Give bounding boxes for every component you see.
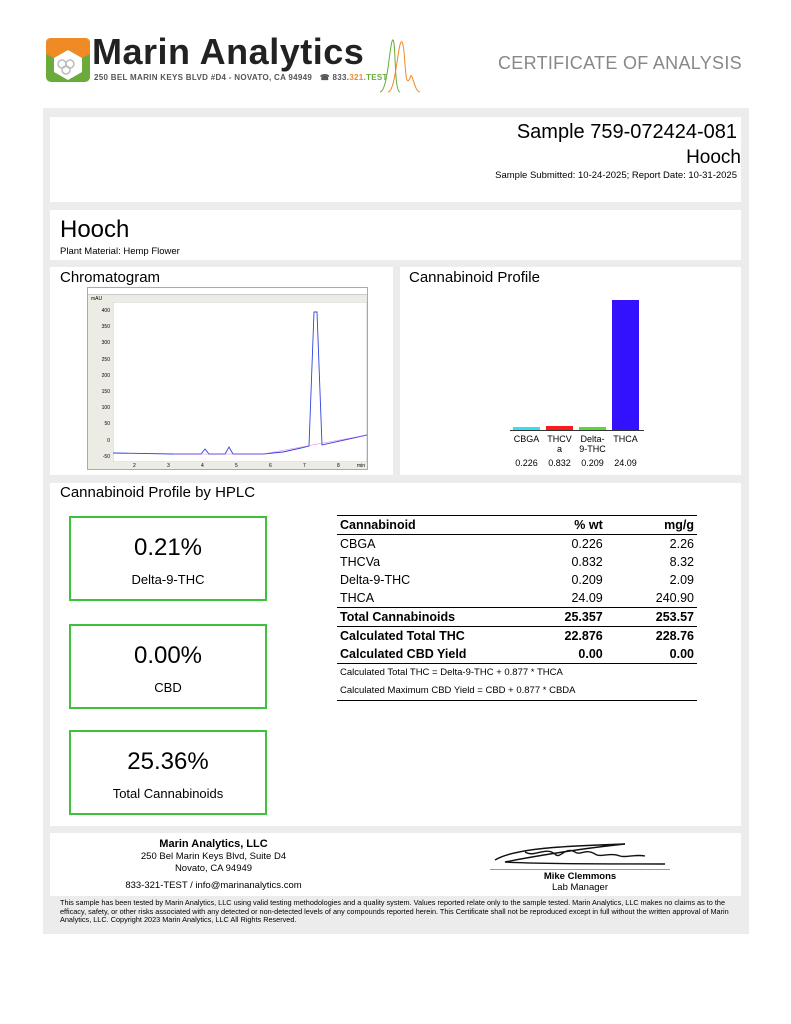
summary-value: 0.21% bbox=[133, 534, 203, 561]
signer-title: Lab Manager bbox=[552, 882, 608, 893]
bar-delta-9-thc bbox=[579, 427, 606, 430]
product-panel: Hooch Plant Material: Hemp Flower bbox=[50, 210, 741, 260]
table-row: CBGA 0.226 2.26 bbox=[340, 537, 694, 551]
document-title: CERTIFICATE OF ANALYSIS bbox=[498, 53, 742, 73]
x-axis bbox=[510, 430, 644, 431]
summary-label: Total Cannabinoids bbox=[112, 786, 224, 801]
summary-value: 0.00% bbox=[133, 642, 203, 669]
category-label: CBGA bbox=[513, 434, 540, 444]
formula-note: Calculated Total THC = Delta-9-THC + 0.8… bbox=[337, 663, 697, 683]
summary-box-total: 25.36% Total Cannabinoids bbox=[69, 730, 267, 815]
value-label: 0.226 bbox=[515, 458, 538, 468]
sample-id: Sample 759-072424-081 bbox=[516, 121, 737, 143]
y-tick-label: 400 bbox=[101, 308, 110, 314]
brand-address: 250 BEL MARIN KEYS BLVD #D4 - NOVATO, CA… bbox=[94, 73, 388, 82]
table-row: THCA 24.09 240.90 bbox=[340, 591, 694, 605]
brand-name: Marin Analytics bbox=[92, 31, 365, 72]
phone-icon: ☎ bbox=[319, 73, 330, 82]
formula-note: Calculated Maximum CBD Yield = CBD + 0.8… bbox=[337, 682, 697, 701]
table-header: Cannabinoid% wt mg/g bbox=[337, 515, 697, 535]
value-label: 24.09 bbox=[614, 458, 637, 468]
hplc-panel: Cannabinoid Profile by HPLC bbox=[50, 483, 741, 826]
address-line: Novato, CA 94949 bbox=[174, 863, 253, 874]
summary-box-cbd: 0.00% CBD bbox=[69, 624, 267, 709]
x-tick-label: 2 bbox=[133, 463, 136, 469]
bar-cbga bbox=[513, 427, 540, 430]
sample-name: Hooch bbox=[686, 147, 741, 168]
chromatogram-image: mAU min 400 350 300 250 200 150 100 50 0 -50 2 3 4 5… bbox=[87, 287, 368, 470]
value-label: 0.209 bbox=[581, 458, 604, 468]
table-row: Delta-9-THC 0.209 2.09 bbox=[340, 573, 694, 587]
x-tick-label: 3 bbox=[167, 463, 170, 469]
signer-name: Mike Clemmons bbox=[543, 871, 617, 882]
y-tick-label: 100 bbox=[101, 405, 110, 412]
y-tick-label: -50 bbox=[102, 453, 110, 460]
x-tick-label: 7 bbox=[303, 463, 306, 469]
category-label: THCA bbox=[613, 434, 638, 444]
bar-thca bbox=[612, 300, 639, 430]
x-unit: min bbox=[356, 463, 365, 469]
signature-line bbox=[490, 869, 670, 870]
chromatogram-panel: Chromatogram mAU min 400 350 300 250 200 150 1… bbox=[50, 267, 393, 475]
disclaimer: This sample has been tested by Marin Ana… bbox=[60, 898, 729, 924]
table-row: THCVa 0.832 8.32 bbox=[340, 555, 694, 569]
product-name: Hooch bbox=[60, 216, 130, 243]
address-line: 250 Bel Marin Keys Blvd, Suite D4 bbox=[140, 851, 287, 862]
x-tick-label: 8 bbox=[337, 463, 340, 469]
y-tick-label: 150 bbox=[101, 389, 110, 395]
total-row: Total Cannabinoids 25.357 253.57 bbox=[337, 607, 697, 627]
sample-panel: Sample 759-072424-081 Hooch Sample Submi… bbox=[50, 117, 741, 202]
signature-image bbox=[494, 843, 666, 865]
calc-row: Calculated CBD Yield 0.00 0.00 bbox=[340, 647, 694, 661]
y-tick-label: 50 bbox=[104, 421, 110, 428]
results-table: Cannabinoid% wt mg/g CBGA 0.226 2.26 THCVa 0… bbox=[337, 515, 697, 701]
chromatogram-title: Chromatogram bbox=[60, 269, 161, 286]
x-tick-label: 4 bbox=[201, 463, 204, 469]
y-tick-label: 0 bbox=[107, 437, 110, 444]
signer: Mike Clemmons Lab Manager bbox=[490, 871, 670, 893]
category-label: Delta- 9-THC bbox=[579, 434, 606, 454]
y-tick-label: 250 bbox=[101, 356, 110, 363]
profile-bar-chart: CBGA 0.226 THCV a 0.832 Delta- 9-THC 0.209 THC… bbox=[400, 267, 741, 475]
logo-peaks-graphic bbox=[380, 39, 420, 93]
lab-contact: Marin Analytics, LLC 250 Bel Marin Keys … bbox=[86, 838, 341, 892]
logo-icon bbox=[46, 38, 90, 82]
x-tick-label: 6 bbox=[269, 463, 272, 469]
calc-row: Calculated Total THC 22.876 228.76 bbox=[340, 629, 694, 643]
plant-material: Plant Material: Hemp Flower bbox=[60, 246, 180, 257]
hplc-title: Cannabinoid Profile by HPLC bbox=[60, 484, 256, 501]
y-tick-label: 300 bbox=[101, 340, 110, 347]
profile-chart-panel: Cannabinoid Profile CBGA 0.226 THCV a 0.832… bbox=[400, 267, 741, 475]
category-label: THCV a bbox=[547, 434, 572, 454]
summary-value: 25.36% bbox=[127, 748, 209, 775]
summary-label: Delta-9-THC bbox=[131, 572, 205, 587]
y-tick-label: 200 bbox=[101, 372, 110, 379]
chromatogram-trace bbox=[113, 302, 367, 462]
company-name: Marin Analytics, LLC bbox=[159, 838, 268, 850]
summary-label: CBD bbox=[154, 680, 182, 695]
contact-info: 833-321-TEST / info@marinanalytics.com bbox=[125, 880, 302, 891]
x-tick-label: 5 bbox=[235, 463, 238, 469]
y-tick-label: 350 bbox=[101, 324, 110, 331]
summary-box-delta9: 0.21% Delta-9-THC bbox=[69, 516, 267, 601]
bar-thcva bbox=[546, 425, 573, 430]
sample-dates: Sample Submitted: 10-24-2025; Report Dat… bbox=[495, 170, 737, 181]
value-label: 0.832 bbox=[548, 458, 571, 468]
profile-chart-title: Cannabinoid Profile bbox=[409, 269, 540, 286]
y-unit: mAU bbox=[91, 296, 103, 302]
